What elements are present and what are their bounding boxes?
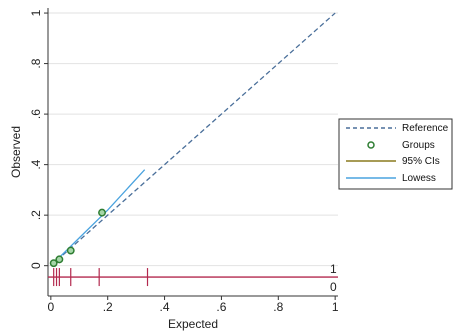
x-axis-title: Expected bbox=[168, 317, 218, 331]
x-tick-label-0: 0 bbox=[47, 300, 54, 314]
axes: 0 .2 .4 .6 .8 1 0 .2 .4 .6 .8 1 bbox=[29, 8, 339, 314]
y-axis-title: Observed bbox=[9, 126, 23, 178]
reference-line bbox=[50, 12, 336, 267]
gridlines bbox=[48, 12, 338, 267]
legend-ci-label: 95% CIs bbox=[402, 156, 440, 167]
legend: Reference Groups 95% CIs Lowess bbox=[338, 118, 453, 190]
group-point-3 bbox=[98, 208, 106, 217]
y-tick-label-0: 0 bbox=[29, 262, 43, 269]
group-point-0 bbox=[49, 259, 58, 268]
plot-area bbox=[48, 12, 338, 287]
x-tick-label-1: .2 bbox=[103, 300, 113, 314]
legend-reference-label: Reference bbox=[402, 123, 449, 134]
legend-groups-swatch bbox=[367, 141, 375, 149]
y-tick-label-3: .6 bbox=[29, 109, 43, 119]
spike-label-1: 1 bbox=[330, 262, 337, 276]
y-tick-label-4: .8 bbox=[29, 58, 43, 68]
legend-groups-label: Groups bbox=[402, 140, 435, 151]
x-tick-label-4: .8 bbox=[273, 300, 283, 314]
lowess-line bbox=[50, 169, 146, 267]
y-tick-label-5: 1 bbox=[29, 9, 43, 16]
group-point-1 bbox=[55, 255, 64, 264]
x-tick-label-5: 1 bbox=[332, 300, 339, 314]
y-tick-label-2: .4 bbox=[29, 159, 43, 169]
legend-lowess-label: Lowess bbox=[402, 173, 436, 184]
x-tick-label-3: .6 bbox=[216, 300, 226, 314]
group-point-2 bbox=[66, 246, 75, 255]
x-tick-label-2: .4 bbox=[160, 300, 170, 314]
spike-label-0: 0 bbox=[330, 280, 337, 294]
y-tick-label-1: .2 bbox=[29, 210, 43, 220]
